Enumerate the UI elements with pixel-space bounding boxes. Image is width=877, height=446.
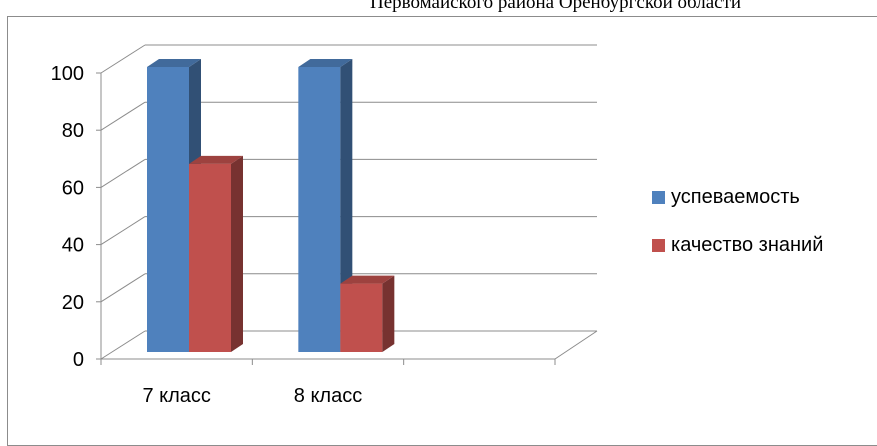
legend-label: качество знаний xyxy=(671,233,824,256)
gridline-side xyxy=(100,330,146,360)
bar-top xyxy=(298,59,353,67)
legend-label: успеваемость xyxy=(671,185,800,208)
legend-swatch xyxy=(652,190,665,204)
floor-right-edge xyxy=(554,330,598,360)
bar-kachestvo xyxy=(340,275,395,352)
y-tick-label: 80 xyxy=(62,120,84,142)
y-tick-label: 40 xyxy=(62,235,84,257)
x-tick-label: 8 класс xyxy=(294,385,362,407)
bar-top xyxy=(340,275,395,284)
gridline-side xyxy=(100,44,146,74)
label-layer: 0 20 40 60 80 100 7 класс 8 класс xyxy=(51,63,363,407)
header-text: Первомайского района Оренбургской област… xyxy=(370,0,742,13)
bar-side xyxy=(231,155,243,352)
bar-top xyxy=(189,155,243,164)
gridline-side xyxy=(100,273,146,303)
bar-front xyxy=(340,283,383,352)
bar-side xyxy=(382,275,395,352)
y-tick-label: 0 xyxy=(73,349,84,371)
y-tick-label: 60 xyxy=(62,177,84,199)
y-tick-label: 20 xyxy=(62,292,84,314)
legend-swatch xyxy=(652,238,665,252)
bars-layer xyxy=(147,59,395,352)
bar-kachestvo xyxy=(189,155,243,352)
header-line: Первомайского района Оренбургской област… xyxy=(0,0,877,16)
bar-front xyxy=(147,67,189,352)
chart-canvas: 0 20 40 60 80 100 7 класс 8 класс xyxy=(51,44,598,407)
legend: успеваемость качество знаний xyxy=(652,186,823,282)
axis-layer xyxy=(96,72,598,365)
bar-front xyxy=(189,163,231,352)
bar-top xyxy=(147,59,201,67)
gridline-side xyxy=(100,101,146,131)
gridline-side xyxy=(100,158,146,188)
bar-front xyxy=(298,67,341,352)
x-tick-label: 7 класс xyxy=(142,385,210,407)
y-tick-label: 100 xyxy=(51,63,84,85)
legend-item-series-2: качество знаний xyxy=(652,234,823,256)
legend-item-series-1: успеваемость xyxy=(652,186,823,208)
gridline-side xyxy=(100,216,146,246)
